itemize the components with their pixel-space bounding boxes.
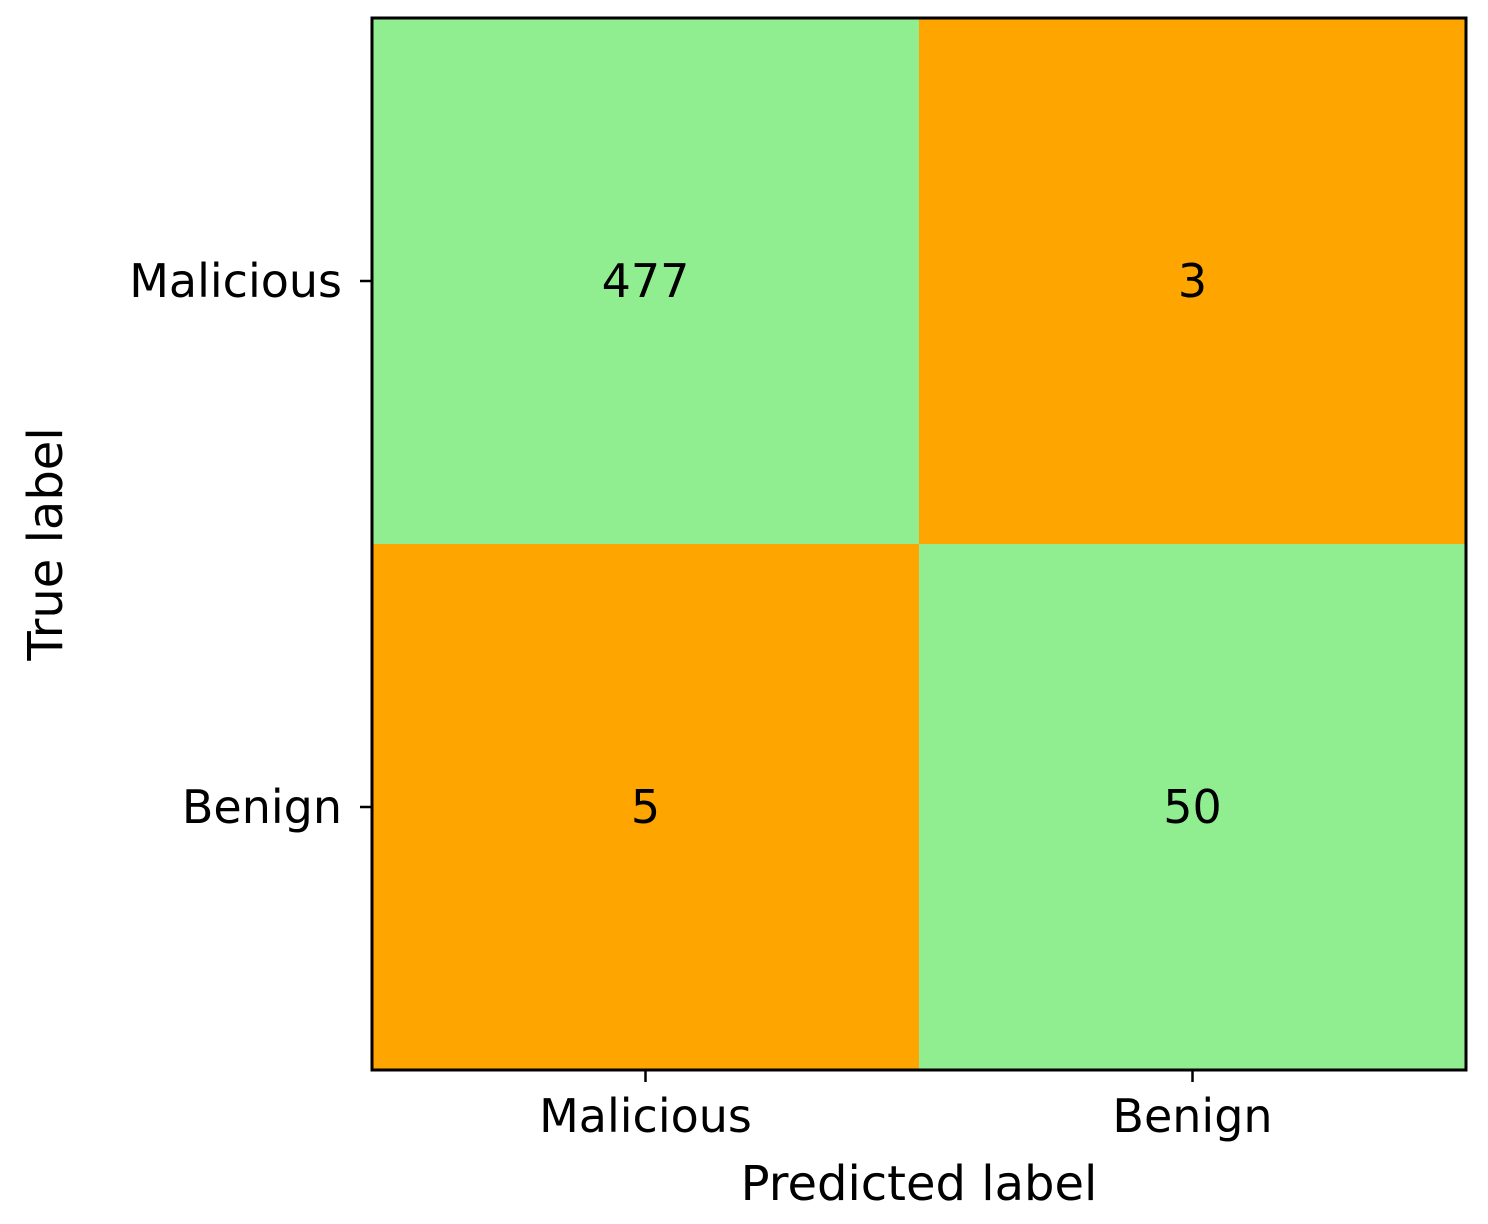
y-tick-label-malicious: Malicious [129, 254, 342, 308]
cell-value-benign-benign: 50 [1163, 780, 1222, 834]
cell-malicious-malicious [372, 18, 919, 544]
x-tick-label-benign: Benign [1112, 1089, 1272, 1143]
y-tick-label-benign: Benign [182, 780, 342, 834]
cell-benign-malicious [372, 544, 919, 1070]
axis-tick-labels: Malicious Benign Malicious Benign [129, 254, 1272, 1143]
x-axis-label: Predicted label [741, 1156, 1098, 1212]
cell-value-malicious-benign: 3 [1178, 254, 1207, 308]
matrix-cells [372, 18, 1466, 1070]
matrix-frame [370, 16, 1468, 1072]
axis-ticks [360, 279, 1194, 1082]
cell-value-benign-malicious: 5 [631, 780, 660, 834]
cell-value-malicious-malicious: 477 [602, 254, 690, 308]
cell-malicious-benign [919, 18, 1466, 544]
x-tick-label-malicious: Malicious [539, 1089, 752, 1143]
y-axis-label: True label [18, 427, 74, 661]
cell-benign-benign [919, 544, 1466, 1070]
matrix-cell-labels: 477 3 5 50 [602, 254, 1222, 834]
